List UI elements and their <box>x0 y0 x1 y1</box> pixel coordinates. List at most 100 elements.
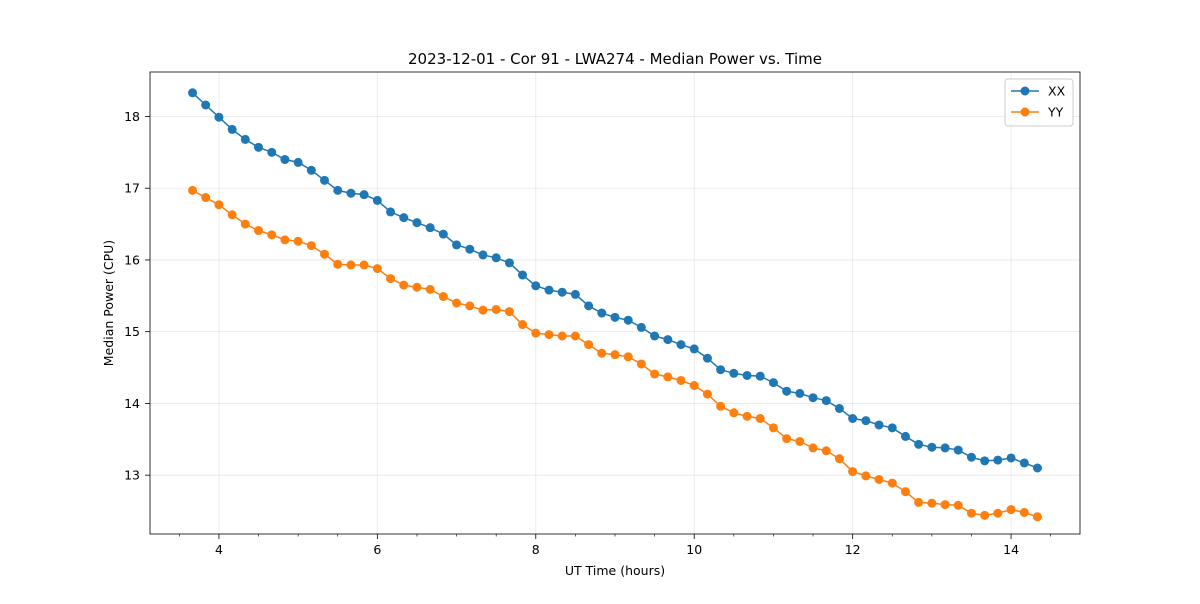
data-point-yy <box>254 226 264 236</box>
data-point-yy <box>940 500 950 510</box>
data-point-xx <box>834 403 844 413</box>
data-point-yy <box>214 200 224 210</box>
data-point-yy <box>359 260 369 270</box>
data-point-yy <box>610 350 620 360</box>
data-point-xx <box>636 322 646 332</box>
data-point-yy <box>782 434 792 444</box>
data-point-xx <box>491 253 501 263</box>
data-point-xx <box>689 344 699 354</box>
series-yy <box>188 185 1042 522</box>
y-tick-label: 15 <box>124 324 140 339</box>
data-point-yy <box>729 408 739 418</box>
data-point-yy <box>597 348 607 358</box>
data-point-yy <box>953 500 963 510</box>
data-point-xx <box>742 370 752 380</box>
data-point-xx <box>650 331 660 341</box>
x-tick-label: 8 <box>532 542 540 557</box>
data-point-yy <box>188 185 198 195</box>
data-point-xx <box>504 258 514 268</box>
data-point-yy <box>623 352 633 362</box>
x-tick-label: 10 <box>686 542 702 557</box>
data-point-xx <box>531 281 541 291</box>
data-point-xx <box>293 157 303 167</box>
data-point-xx <box>518 270 528 280</box>
data-point-xx <box>386 207 396 217</box>
data-point-yy <box>293 236 303 246</box>
data-point-xx <box>359 190 369 200</box>
data-point-yy <box>478 305 488 315</box>
y-axis-ticks: 13 14 15 16 17 18 <box>124 109 150 483</box>
data-point-yy <box>425 284 435 294</box>
data-point-yy <box>927 498 937 508</box>
data-point-xx <box>966 452 976 462</box>
data-point-xx <box>570 289 580 299</box>
data-point-yy <box>531 328 541 338</box>
data-point-yy <box>966 508 976 518</box>
x-tick-label: 14 <box>1003 542 1019 557</box>
data-point-xx <box>240 134 250 144</box>
data-point-yy <box>676 375 686 385</box>
data-point-yy <box>267 230 277 240</box>
legend-label-yy: YY <box>1047 105 1064 120</box>
data-point-xx <box>1019 458 1029 468</box>
data-point-yy <box>993 508 1003 518</box>
y-tick-label: 17 <box>124 181 140 196</box>
data-point-yy <box>201 193 211 203</box>
data-point-xx <box>333 185 343 195</box>
legend-marker-xx <box>1020 86 1030 96</box>
data-point-yy <box>240 219 250 229</box>
data-point-yy <box>900 487 910 497</box>
data-point-xx <box>610 312 620 322</box>
data-point-yy <box>1006 505 1016 515</box>
data-point-yy <box>663 372 673 382</box>
data-point-yy <box>874 474 884 484</box>
data-point-yy <box>1019 507 1029 517</box>
data-point-xx <box>927 442 937 452</box>
data-point-yy <box>227 210 237 220</box>
data-point-xx <box>821 396 831 406</box>
legend-marker-yy <box>1020 107 1030 117</box>
data-point-xx <box>188 88 198 98</box>
data-point-xx <box>399 213 409 223</box>
data-point-yy <box>306 241 316 251</box>
data-point-xx <box>1006 453 1016 463</box>
x-tick-label: 6 <box>373 542 381 557</box>
plot-area <box>150 72 1080 534</box>
data-point-xx <box>663 335 673 345</box>
data-point-yy <box>861 471 871 481</box>
data-point-xx <box>346 188 356 198</box>
data-point-xx <box>861 416 871 426</box>
x-tick-label: 12 <box>845 542 861 557</box>
data-point-yy <box>834 454 844 464</box>
data-point-xx <box>557 287 567 297</box>
data-point-xx <box>795 388 805 398</box>
data-point-xx <box>584 301 594 311</box>
y-grid <box>150 116 1080 476</box>
data-point-xx <box>320 175 330 185</box>
data-point-xx <box>993 455 1003 465</box>
data-point-xx <box>478 250 488 260</box>
data-point-yy <box>742 411 752 421</box>
data-point-xx <box>1032 463 1042 473</box>
data-point-xx <box>914 439 924 449</box>
data-point-xx <box>425 223 435 233</box>
data-point-yy <box>386 274 396 284</box>
data-point-xx <box>214 112 224 122</box>
data-point-yy <box>346 260 356 270</box>
data-point-yy <box>980 510 990 520</box>
data-point-yy <box>848 467 858 477</box>
y-tick-label: 13 <box>124 468 140 483</box>
data-point-yy <box>584 340 594 350</box>
data-point-xx <box>953 445 963 455</box>
data-point-yy <box>280 235 290 245</box>
data-point-yy <box>636 359 646 369</box>
data-point-yy <box>465 301 475 311</box>
series-layer <box>188 88 1042 522</box>
data-point-xx <box>782 386 792 396</box>
data-point-yy <box>1032 512 1042 522</box>
y-tick-label: 18 <box>124 109 140 124</box>
data-point-xx <box>729 368 739 378</box>
data-point-xx <box>438 229 448 239</box>
data-point-xx <box>900 431 910 441</box>
